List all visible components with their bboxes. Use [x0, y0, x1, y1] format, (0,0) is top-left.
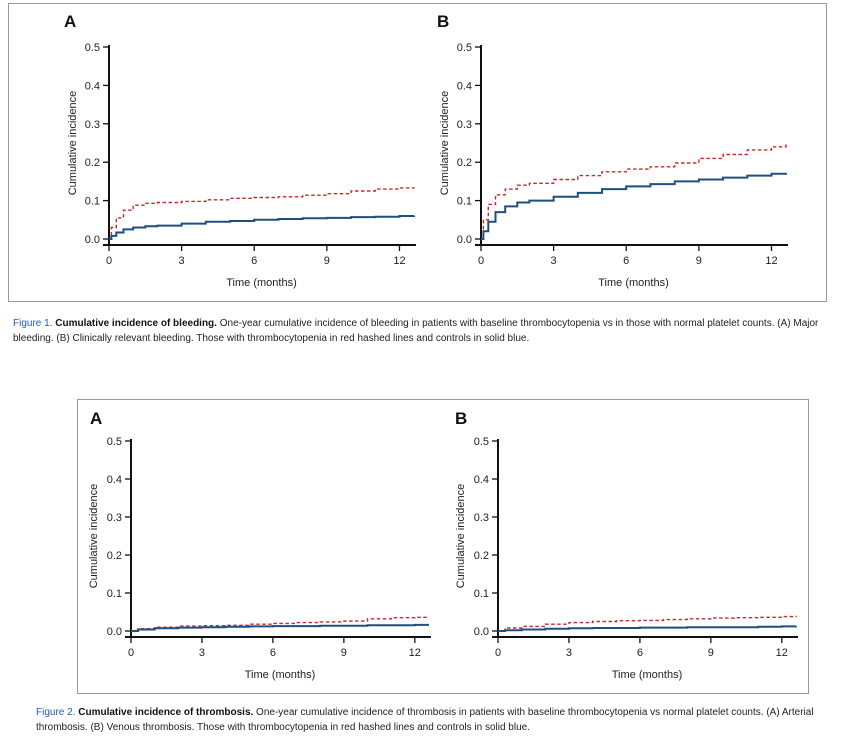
chart-panel-4: B 0.0 0.1 0.2 0.3 0.4 0.5 0 3 6 9 12 Time (months) Cu…	[455, 409, 798, 681]
y-tick-label: 0.1	[107, 588, 122, 600]
y-tick-label: 0.5	[474, 436, 489, 448]
y-axis-title: Cumulative incidence	[67, 91, 79, 196]
x-tick-label: 6	[623, 255, 629, 267]
panel-letter: A	[90, 409, 102, 428]
x-tick-label: 9	[324, 255, 330, 267]
x-tick-label: 6	[637, 647, 643, 659]
series-thrombocytopenia-line	[109, 187, 415, 240]
figure-1-caption-label: Figure 1.	[13, 318, 53, 329]
x-axis-title: Time (months)	[226, 277, 297, 289]
panel-letter: A	[64, 12, 76, 31]
x-tick-label: 12	[393, 255, 405, 267]
y-axis-title: Cumulative incidence	[88, 484, 100, 589]
figure-2-caption-text: One-year cumulative incidence of thrombo…	[36, 707, 814, 733]
figure-1-box: A 0.0 0.1 0.2 0.3 0.4 0.5 0 3 6 9 12 Time (months) Cu…	[8, 3, 827, 302]
series-thrombocytopenia-line	[498, 615, 797, 632]
x-tick-label: 0	[128, 647, 134, 659]
x-tick-label: 9	[708, 647, 714, 659]
y-tick-label: 0.1	[457, 196, 472, 208]
y-tick-label: 0.2	[107, 550, 122, 562]
x-tick-label: 0	[106, 255, 112, 267]
x-tick-label: 3	[199, 647, 205, 659]
x-tick-label: 0	[478, 255, 484, 267]
series-controls-line	[481, 172, 787, 240]
y-tick-label: 0.2	[457, 157, 472, 169]
x-tick-label: 0	[495, 647, 501, 659]
figure-1-caption-title: Cumulative incidence of bleeding.	[55, 318, 217, 329]
x-tick-label: 9	[696, 255, 702, 267]
y-axis-title: Cumulative incidence	[455, 484, 467, 589]
chart-panel-2: B 0.0 0.1 0.2 0.3 0.4 0.5 0 3 6 9 12 Time (months) Cu…	[437, 12, 788, 289]
x-tick-label: 12	[776, 647, 788, 659]
y-tick-label: 0.3	[107, 512, 122, 524]
y-tick-label: 0.4	[457, 80, 472, 92]
y-tick-label: 0.1	[85, 196, 100, 208]
chart-panel-3: A 0.0 0.1 0.2 0.3 0.4 0.5 0 3 6 9 12 Time (months) Cu…	[88, 409, 431, 681]
x-axis-title: Time (months)	[612, 669, 683, 681]
x-tick-label: 12	[765, 255, 777, 267]
y-tick-label: 0.2	[474, 550, 489, 562]
x-tick-label: 6	[270, 647, 276, 659]
y-tick-label: 0.2	[85, 157, 100, 169]
y-tick-label: 0.5	[107, 436, 122, 448]
series-thrombocytopenia-line	[481, 143, 787, 240]
figure-1-caption: Figure 1. Cumulative incidence of bleedi…	[13, 316, 843, 346]
y-tick-label: 0.0	[85, 234, 100, 246]
series-controls-line	[109, 215, 415, 240]
y-tick-label: 0.0	[107, 626, 122, 638]
series-controls-line	[131, 623, 429, 632]
x-tick-label: 3	[551, 255, 557, 267]
x-tick-label: 3	[566, 647, 572, 659]
y-tick-label: 0.3	[457, 119, 472, 131]
y-tick-label: 0.4	[85, 80, 100, 92]
figure-2-caption-title: Cumulative incidence of thrombosis.	[78, 707, 254, 718]
y-tick-label: 0.5	[457, 42, 472, 54]
figure-2-caption: Figure 2. Cumulative incidence of thromb…	[36, 705, 848, 735]
figure-2-box: A 0.0 0.1 0.2 0.3 0.4 0.5 0 3 6 9 12 Time (months) Cu…	[77, 399, 809, 694]
y-tick-label: 0.0	[474, 626, 489, 638]
y-tick-label: 0.1	[474, 588, 489, 600]
y-axis-title: Cumulative incidence	[439, 91, 451, 196]
y-tick-label: 0.4	[474, 474, 489, 486]
y-tick-label: 0.3	[85, 119, 100, 131]
y-tick-label: 0.0	[457, 234, 472, 246]
figure-1-caption-text: One-year cumulative incidence of bleedin…	[13, 318, 819, 344]
series-thrombocytopenia-line	[131, 616, 430, 632]
series-controls-line	[498, 625, 797, 632]
figure-2-svg: A 0.0 0.1 0.2 0.3 0.4 0.5 0 3 6 9 12 Time (months) Cu…	[88, 409, 798, 681]
y-tick-label: 0.4	[107, 474, 122, 486]
x-axis-title: Time (months)	[598, 277, 669, 289]
x-tick-label: 6	[251, 255, 257, 267]
y-tick-label: 0.5	[85, 42, 100, 54]
figure-2-caption-label: Figure 2.	[36, 707, 76, 718]
figure-1-svg: A 0.0 0.1 0.2 0.3 0.4 0.5 0 3 6 9 12 Time (months) Cu…	[64, 12, 788, 289]
panel-letter: B	[455, 409, 467, 428]
panel-letter: B	[437, 12, 449, 31]
x-tick-label: 3	[179, 255, 185, 267]
x-axis-title: Time (months)	[245, 669, 316, 681]
x-tick-label: 9	[341, 647, 347, 659]
x-tick-label: 12	[409, 647, 421, 659]
y-tick-label: 0.3	[474, 512, 489, 524]
chart-panel-1: A 0.0 0.1 0.2 0.3 0.4 0.5 0 3 6 9 12 Time (months) Cu…	[64, 12, 416, 289]
